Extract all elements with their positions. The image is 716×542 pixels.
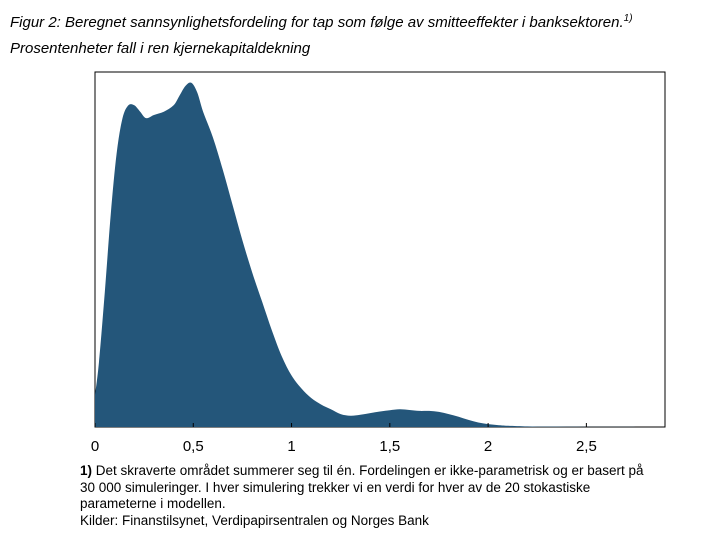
x-tick-label: 2,5 [576,438,597,455]
footnote-marker: 1) [80,463,93,478]
footnote-text-line-2: 30 000 simuleringer. I hver simulering t… [80,479,591,495]
chart-footnote: 1) Det skraverte området summerer seg ti… [80,463,680,529]
footnote-text-line-1: Det skraverte området summerer seg til é… [92,463,644,478]
title-footnote-marker: 1) [623,13,633,24]
density-area [95,82,656,427]
chart-title: Figur 2: Beregnet sannsynlighetsfordelin… [10,6,710,62]
x-tick-label: 2 [484,438,492,455]
x-tick-label: 1 [287,438,295,455]
footnote-text-line-3: parameterne i modellen. [80,496,226,511]
footnote-sources: Kilder: Finanstilsynet, Verdipapirsentra… [80,512,429,528]
x-tick-label: 0,5 [183,438,204,455]
title-line-1: Figur 2: Beregnet sannsynlighetsfordelin… [10,14,624,31]
x-tick-label: 0 [91,438,99,455]
x-axis-ticks: 0 0,5 1 1,5 2 2,5 [91,423,597,455]
title-line-2: Prosentenheter fall i ren kjernekapitald… [10,40,311,57]
x-tick-label: 1,5 [379,438,400,455]
